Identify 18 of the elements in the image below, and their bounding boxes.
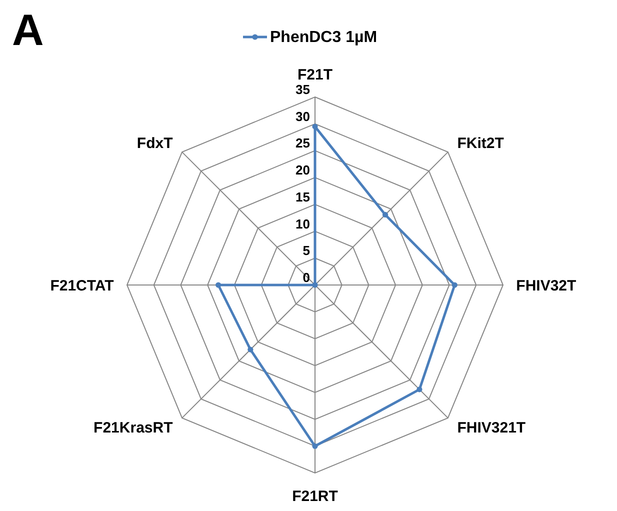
spoke-label: FdxT	[136, 135, 173, 152]
y-tick-label: 30	[296, 108, 310, 124]
y-tick-label: 5	[302, 243, 310, 258]
y-tick-label: 0	[302, 270, 310, 285]
y-tick-label: 35	[296, 82, 310, 97]
spoke-label: F21KrasRT	[94, 419, 173, 436]
y-tick-label: 20	[296, 162, 310, 178]
y-tick-label: 25	[296, 136, 310, 151]
y-tick-label: 15	[296, 189, 310, 204]
text: A	[12, 6, 44, 55]
spoke-label: FKit2T	[457, 135, 504, 152]
spoke-label: FHIV32T	[516, 277, 576, 294]
spoke-label: F21CTAT	[50, 277, 114, 294]
spoke-label: F21T	[297, 66, 333, 84]
spoke-label: FHIV321T	[457, 419, 526, 436]
legend-label: PhenDC3 1µM	[270, 29, 378, 46]
spoke-label: F21RT	[292, 488, 338, 505]
y-tick-label: 10	[296, 216, 310, 232]
